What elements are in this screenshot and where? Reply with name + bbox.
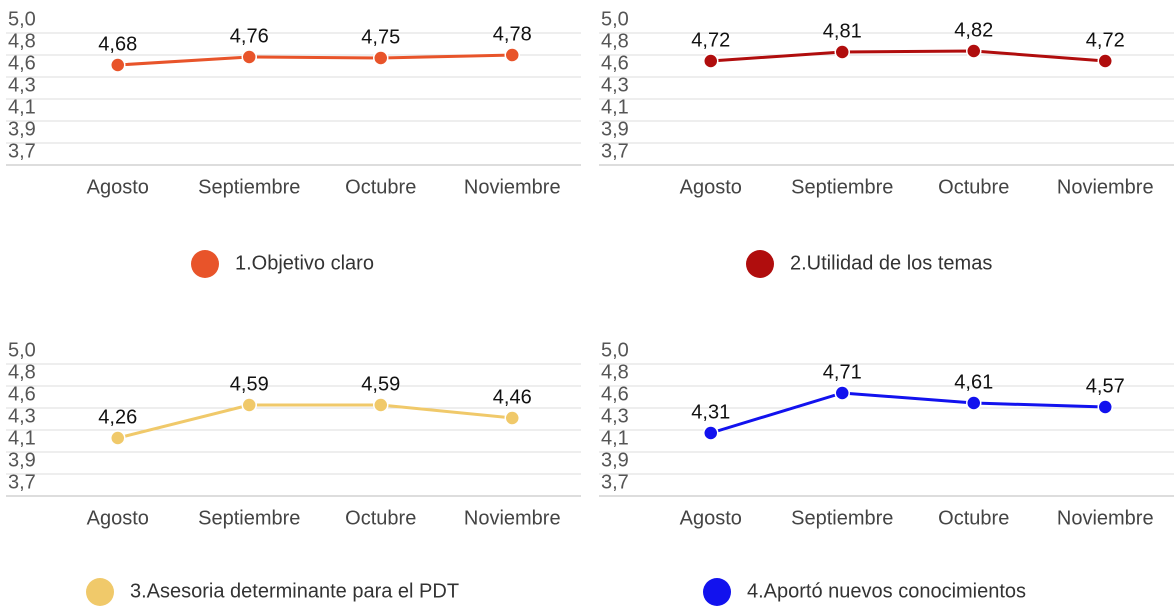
data-label: 4,72 bbox=[691, 29, 730, 51]
legend-swatch bbox=[746, 250, 774, 278]
y-tick-label: 3,7 bbox=[8, 471, 36, 493]
point bbox=[1097, 53, 1113, 69]
legend-label: 2.Utilidad de los temas bbox=[790, 252, 992, 274]
y-tick-label: 5,0 bbox=[8, 8, 36, 30]
series-line bbox=[710, 391, 1106, 435]
legend-label: 3.Asesoria determinante para el PDT bbox=[130, 580, 459, 602]
legend-swatch bbox=[703, 578, 731, 606]
y-tick-label: 4,1 bbox=[601, 427, 629, 449]
y-tick-label: 3,9 bbox=[8, 118, 36, 140]
x-tick-label: Agosto bbox=[87, 507, 149, 529]
y-tick-label: 5,0 bbox=[601, 339, 629, 361]
point bbox=[241, 49, 257, 65]
data-label: 4,59 bbox=[361, 373, 400, 395]
data-label: 4,59 bbox=[230, 373, 269, 395]
x-tick-label: Agosto bbox=[680, 507, 742, 529]
data-label: 4,75 bbox=[361, 26, 400, 48]
y-tick-label: 4,6 bbox=[8, 52, 36, 74]
point bbox=[110, 57, 126, 73]
y-tick-label: 4,3 bbox=[8, 405, 36, 427]
legend-swatch bbox=[86, 578, 114, 606]
point bbox=[834, 385, 850, 401]
data-label: 4,76 bbox=[230, 25, 269, 47]
series-line bbox=[117, 53, 513, 67]
y-tick-label: 3,7 bbox=[601, 140, 629, 162]
x-tick-label: Octubre bbox=[345, 507, 416, 529]
y-tick-label: 4,8 bbox=[601, 30, 629, 52]
y-tick-label: 4,8 bbox=[601, 361, 629, 383]
legend-label: 4.Aportó nuevos conocimientos bbox=[747, 580, 1026, 602]
y-tick-label: 3,7 bbox=[601, 471, 629, 493]
x-tick-label: Octubre bbox=[345, 176, 416, 198]
y-tick-label: 4,6 bbox=[8, 383, 36, 405]
x-tick-label: Octubre bbox=[938, 176, 1009, 198]
y-tick-label: 3,9 bbox=[601, 449, 629, 471]
y-tick-label: 5,0 bbox=[601, 8, 629, 30]
data-label: 4,81 bbox=[823, 20, 862, 42]
y-tick-label: 4,1 bbox=[601, 96, 629, 118]
y-tick-label: 3,7 bbox=[8, 140, 36, 162]
data-label: 4,82 bbox=[954, 19, 993, 41]
point bbox=[966, 395, 982, 411]
y-tick-label: 4,6 bbox=[601, 52, 629, 74]
y-tick-label: 4,3 bbox=[601, 74, 629, 96]
x-tick-label: Septiembre bbox=[791, 176, 893, 198]
series-line bbox=[710, 49, 1106, 63]
series-line bbox=[117, 403, 513, 440]
point bbox=[241, 397, 257, 413]
y-tick-label: 4,8 bbox=[8, 361, 36, 383]
point bbox=[504, 410, 520, 426]
data-label: 4,78 bbox=[493, 23, 532, 45]
legend-swatch bbox=[191, 250, 219, 278]
point bbox=[966, 43, 982, 59]
x-tick-label: Septiembre bbox=[198, 507, 300, 529]
point bbox=[110, 430, 126, 446]
x-tick-label: Agosto bbox=[87, 176, 149, 198]
y-tick-label: 4,3 bbox=[601, 405, 629, 427]
data-label: 4,61 bbox=[954, 371, 993, 393]
data-label: 4,26 bbox=[98, 406, 137, 428]
x-tick-label: Septiembre bbox=[791, 507, 893, 529]
x-tick-label: Agosto bbox=[680, 176, 742, 198]
data-label: 4,72 bbox=[1086, 29, 1125, 51]
point bbox=[373, 397, 389, 413]
y-tick-label: 4,6 bbox=[601, 383, 629, 405]
point bbox=[373, 50, 389, 66]
x-tick-label: Noviembre bbox=[464, 507, 561, 529]
data-label: 4,71 bbox=[823, 361, 862, 383]
point bbox=[504, 47, 520, 63]
y-tick-label: 4,3 bbox=[8, 74, 36, 96]
data-label: 4,31 bbox=[691, 401, 730, 423]
y-tick-label: 4,8 bbox=[8, 30, 36, 52]
point bbox=[1097, 399, 1113, 415]
data-label: 4,46 bbox=[493, 386, 532, 408]
data-label: 4,68 bbox=[98, 33, 137, 55]
x-tick-label: Noviembre bbox=[1057, 507, 1154, 529]
point bbox=[703, 53, 719, 69]
x-tick-label: Noviembre bbox=[1057, 176, 1154, 198]
point bbox=[703, 425, 719, 441]
legend-label: 1.Objetivo claro bbox=[235, 252, 374, 274]
y-tick-label: 3,9 bbox=[8, 449, 36, 471]
x-tick-label: Octubre bbox=[938, 507, 1009, 529]
x-tick-label: Noviembre bbox=[464, 176, 561, 198]
y-tick-label: 4,1 bbox=[8, 96, 36, 118]
y-tick-label: 5,0 bbox=[8, 339, 36, 361]
point bbox=[834, 44, 850, 60]
data-label: 4,57 bbox=[1086, 375, 1125, 397]
x-tick-label: Septiembre bbox=[198, 176, 300, 198]
y-tick-label: 4,1 bbox=[8, 427, 36, 449]
y-tick-label: 3,9 bbox=[601, 118, 629, 140]
